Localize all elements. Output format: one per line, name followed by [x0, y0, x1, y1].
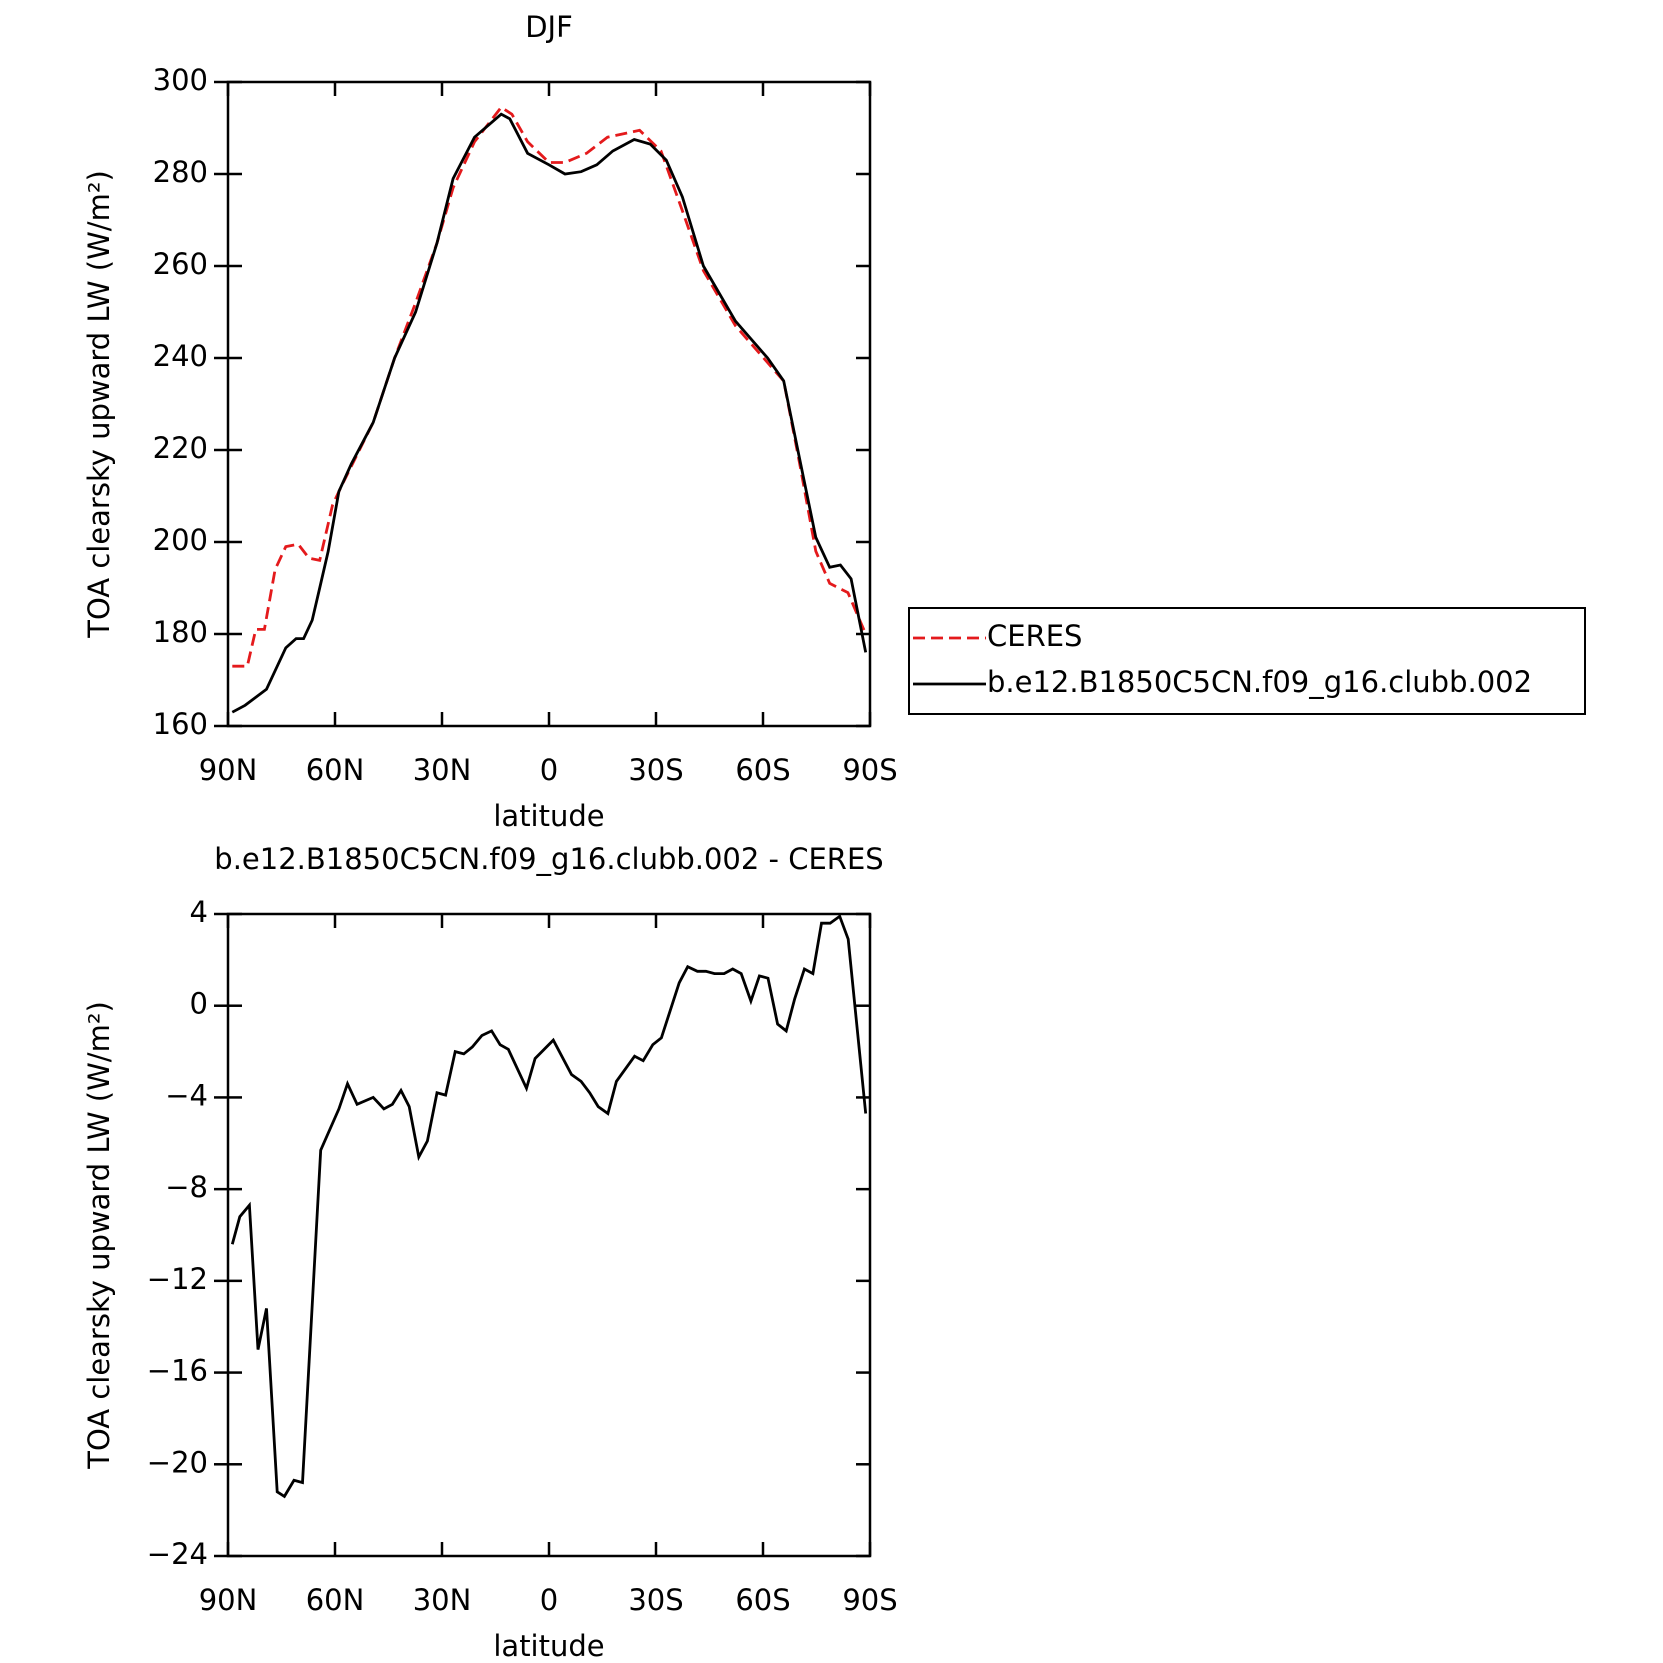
x-tick-label: 30N: [413, 753, 472, 787]
y-axis-label: TOA clearsky upward LW (W/m²): [82, 170, 116, 639]
y-tick-label: −24: [147, 1537, 208, 1571]
y-tick-label: −12: [147, 1262, 208, 1296]
y-axis-label: TOA clearsky upward LW (W/m²): [82, 1001, 116, 1470]
x-tick-label: 60S: [735, 753, 790, 787]
y-tick-label: 280: [153, 155, 208, 189]
y-tick-label: 4: [190, 895, 208, 929]
y-tick-label: 0: [190, 987, 208, 1021]
y-tick-label: 240: [153, 339, 208, 373]
x-tick-label: 30S: [628, 1583, 683, 1617]
y-tick-label: 260: [153, 247, 208, 281]
y-tick-label: −20: [147, 1445, 208, 1479]
x-tick-label: 60N: [306, 1583, 365, 1617]
plot-frame: [226, 912, 872, 1558]
x-tick-label: 60N: [306, 753, 365, 787]
y-tick-label: −8: [165, 1170, 208, 1204]
legend-label: b.e12.B1850C5CN.f09_g16.clubb.002: [987, 665, 1532, 699]
y-tick-label: −4: [165, 1078, 208, 1112]
y-tick-label: 220: [153, 431, 208, 465]
y-tick-label: 160: [153, 707, 208, 741]
chart-title: b.e12.B1850C5CN.f09_g16.clubb.002 - CERE…: [214, 842, 883, 876]
legend-label: CERES: [987, 619, 1082, 653]
x-axis-label: latitude: [493, 799, 604, 833]
x-tick-label: 30N: [413, 1583, 472, 1617]
legend-box: [908, 607, 1586, 715]
data-line: [230, 914, 868, 1499]
x-tick-label: 90S: [842, 753, 897, 787]
y-tick-label: 300: [153, 63, 208, 97]
x-tick-label: 60S: [735, 1583, 790, 1617]
x-tick-label: 90S: [842, 1583, 897, 1617]
chart-title: DJF: [525, 10, 573, 44]
y-tick-label: 200: [153, 523, 208, 557]
x-tick-label: 90N: [199, 1583, 258, 1617]
x-tick-label: 0: [540, 1583, 558, 1617]
x-tick-label: 90N: [199, 753, 258, 787]
plot-frame: [226, 80, 872, 728]
x-axis-label: latitude: [493, 1629, 604, 1663]
data-line: [232, 105, 867, 668]
y-tick-label: −16: [147, 1354, 208, 1388]
data-line: [231, 112, 868, 714]
y-tick-label: 180: [153, 615, 208, 649]
x-tick-label: 0: [540, 753, 558, 787]
x-tick-label: 30S: [628, 753, 683, 787]
